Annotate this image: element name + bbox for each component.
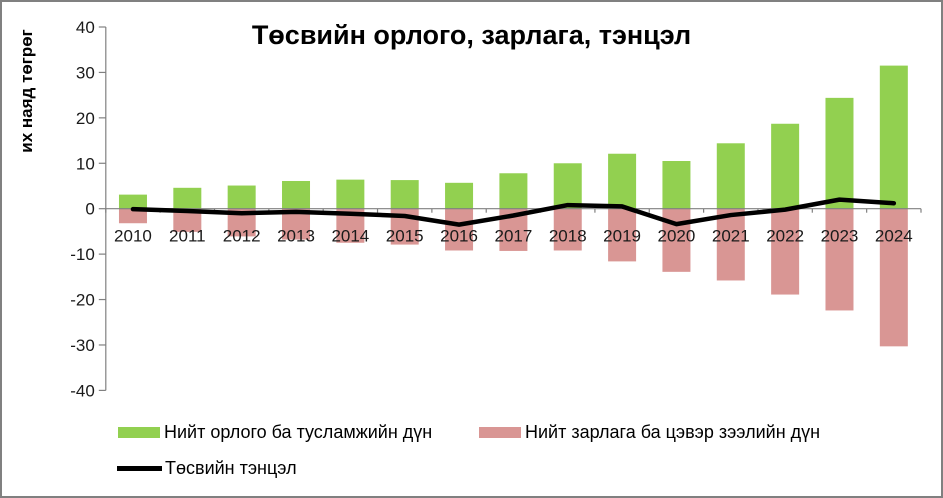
expenditure-bar-2018	[553, 208, 582, 251]
revenue-bar-2012	[227, 185, 256, 209]
expenditure-bar-2010	[118, 208, 147, 224]
x-axis-label-2011: 2011	[169, 227, 206, 246]
balance-line	[130, 197, 897, 227]
revenue-bar-2014	[336, 179, 365, 209]
revenue-bar-2023	[825, 97, 854, 209]
revenue-bar-2022	[771, 123, 800, 209]
x-axis-label-2017: 2017	[494, 227, 532, 246]
expenditure-bar-2023	[825, 208, 854, 311]
x-axis-label-2019: 2019	[603, 227, 641, 246]
revenue-bar-2020	[662, 161, 691, 209]
x-axis-label-2015: 2015	[386, 227, 424, 246]
expenditure-bar-2022	[771, 208, 800, 295]
x-axis-label-2016: 2016	[440, 227, 478, 246]
legend-swatch-balance-line	[117, 466, 162, 471]
revenue-bar-2021	[716, 143, 745, 209]
x-axis-label-2021: 2021	[712, 227, 750, 246]
x-axis-label-2012: 2012	[223, 227, 261, 246]
revenue-bar-2015	[390, 180, 419, 209]
x-axis-label-2023: 2023	[821, 227, 859, 246]
revenue-bar-2017	[499, 173, 528, 209]
y-axis-tick-label--20: -20	[70, 291, 95, 310]
legend-label-expenditure: Нийт зарлага ба цэвэр зээлийн дүн	[525, 422, 821, 442]
revenue-bar-2011	[173, 187, 202, 209]
chart-title: Төсвийн орлого, зарлага, тэнцэл	[251, 20, 692, 50]
y-axis-tick-label-10: 10	[76, 154, 95, 173]
y-axis-title: их наяд төгрөг	[17, 29, 36, 153]
x-axis-label-2022: 2022	[766, 227, 804, 246]
expenditure-bar-2019	[608, 208, 637, 262]
x-axis-label-2013: 2013	[277, 227, 315, 246]
x-axis-label-2010: 2010	[114, 227, 152, 246]
y-axis-tick-label--40: -40	[70, 381, 95, 400]
y-axis-tick-label-30: 30	[76, 63, 95, 82]
expenditure-bar-2011	[173, 208, 202, 232]
x-axis-label-2020: 2020	[658, 227, 696, 246]
x-axis-label-2014: 2014	[331, 227, 369, 246]
expenditure-bar-2024	[879, 208, 908, 347]
legend-label-revenue: Нийт орлого ба тусламжийн дүн	[164, 422, 433, 442]
expenditure-bar-2016	[445, 208, 474, 251]
legend-swatch-revenue	[118, 427, 160, 438]
y-axis-tick-label-20: 20	[76, 109, 95, 128]
expenditure-bar-2021	[716, 208, 745, 281]
y-axis-tick-label-40: 40	[76, 18, 95, 37]
legend-swatch-expenditure	[479, 427, 521, 438]
x-axis-label-2018: 2018	[549, 227, 587, 246]
revenue-bar-2016	[445, 182, 474, 209]
x-axis-label-2024: 2024	[875, 227, 913, 246]
legend-item-revenue: Нийт орлого ба тусламжийн дүн	[118, 422, 432, 443]
revenue-bar-2013	[282, 180, 311, 209]
y-axis-tick-label--30: -30	[70, 336, 95, 355]
legend-item-expenditure: Нийт зарлага ба цэвэр зээлийн дүн	[479, 422, 820, 443]
revenue-bar-2018	[553, 163, 582, 209]
y-axis-tick-label-0: 0	[85, 200, 94, 219]
legend-label-balance: Төсвийн тэнцэл	[165, 458, 297, 478]
legend-item-balance: Төсвийн тэнцэл	[117, 458, 297, 479]
y-axis-tick-label--10: -10	[70, 245, 95, 264]
revenue-bar-2010	[118, 194, 147, 209]
revenue-bar-2024	[879, 65, 908, 209]
revenue-bar-2019	[608, 153, 637, 209]
